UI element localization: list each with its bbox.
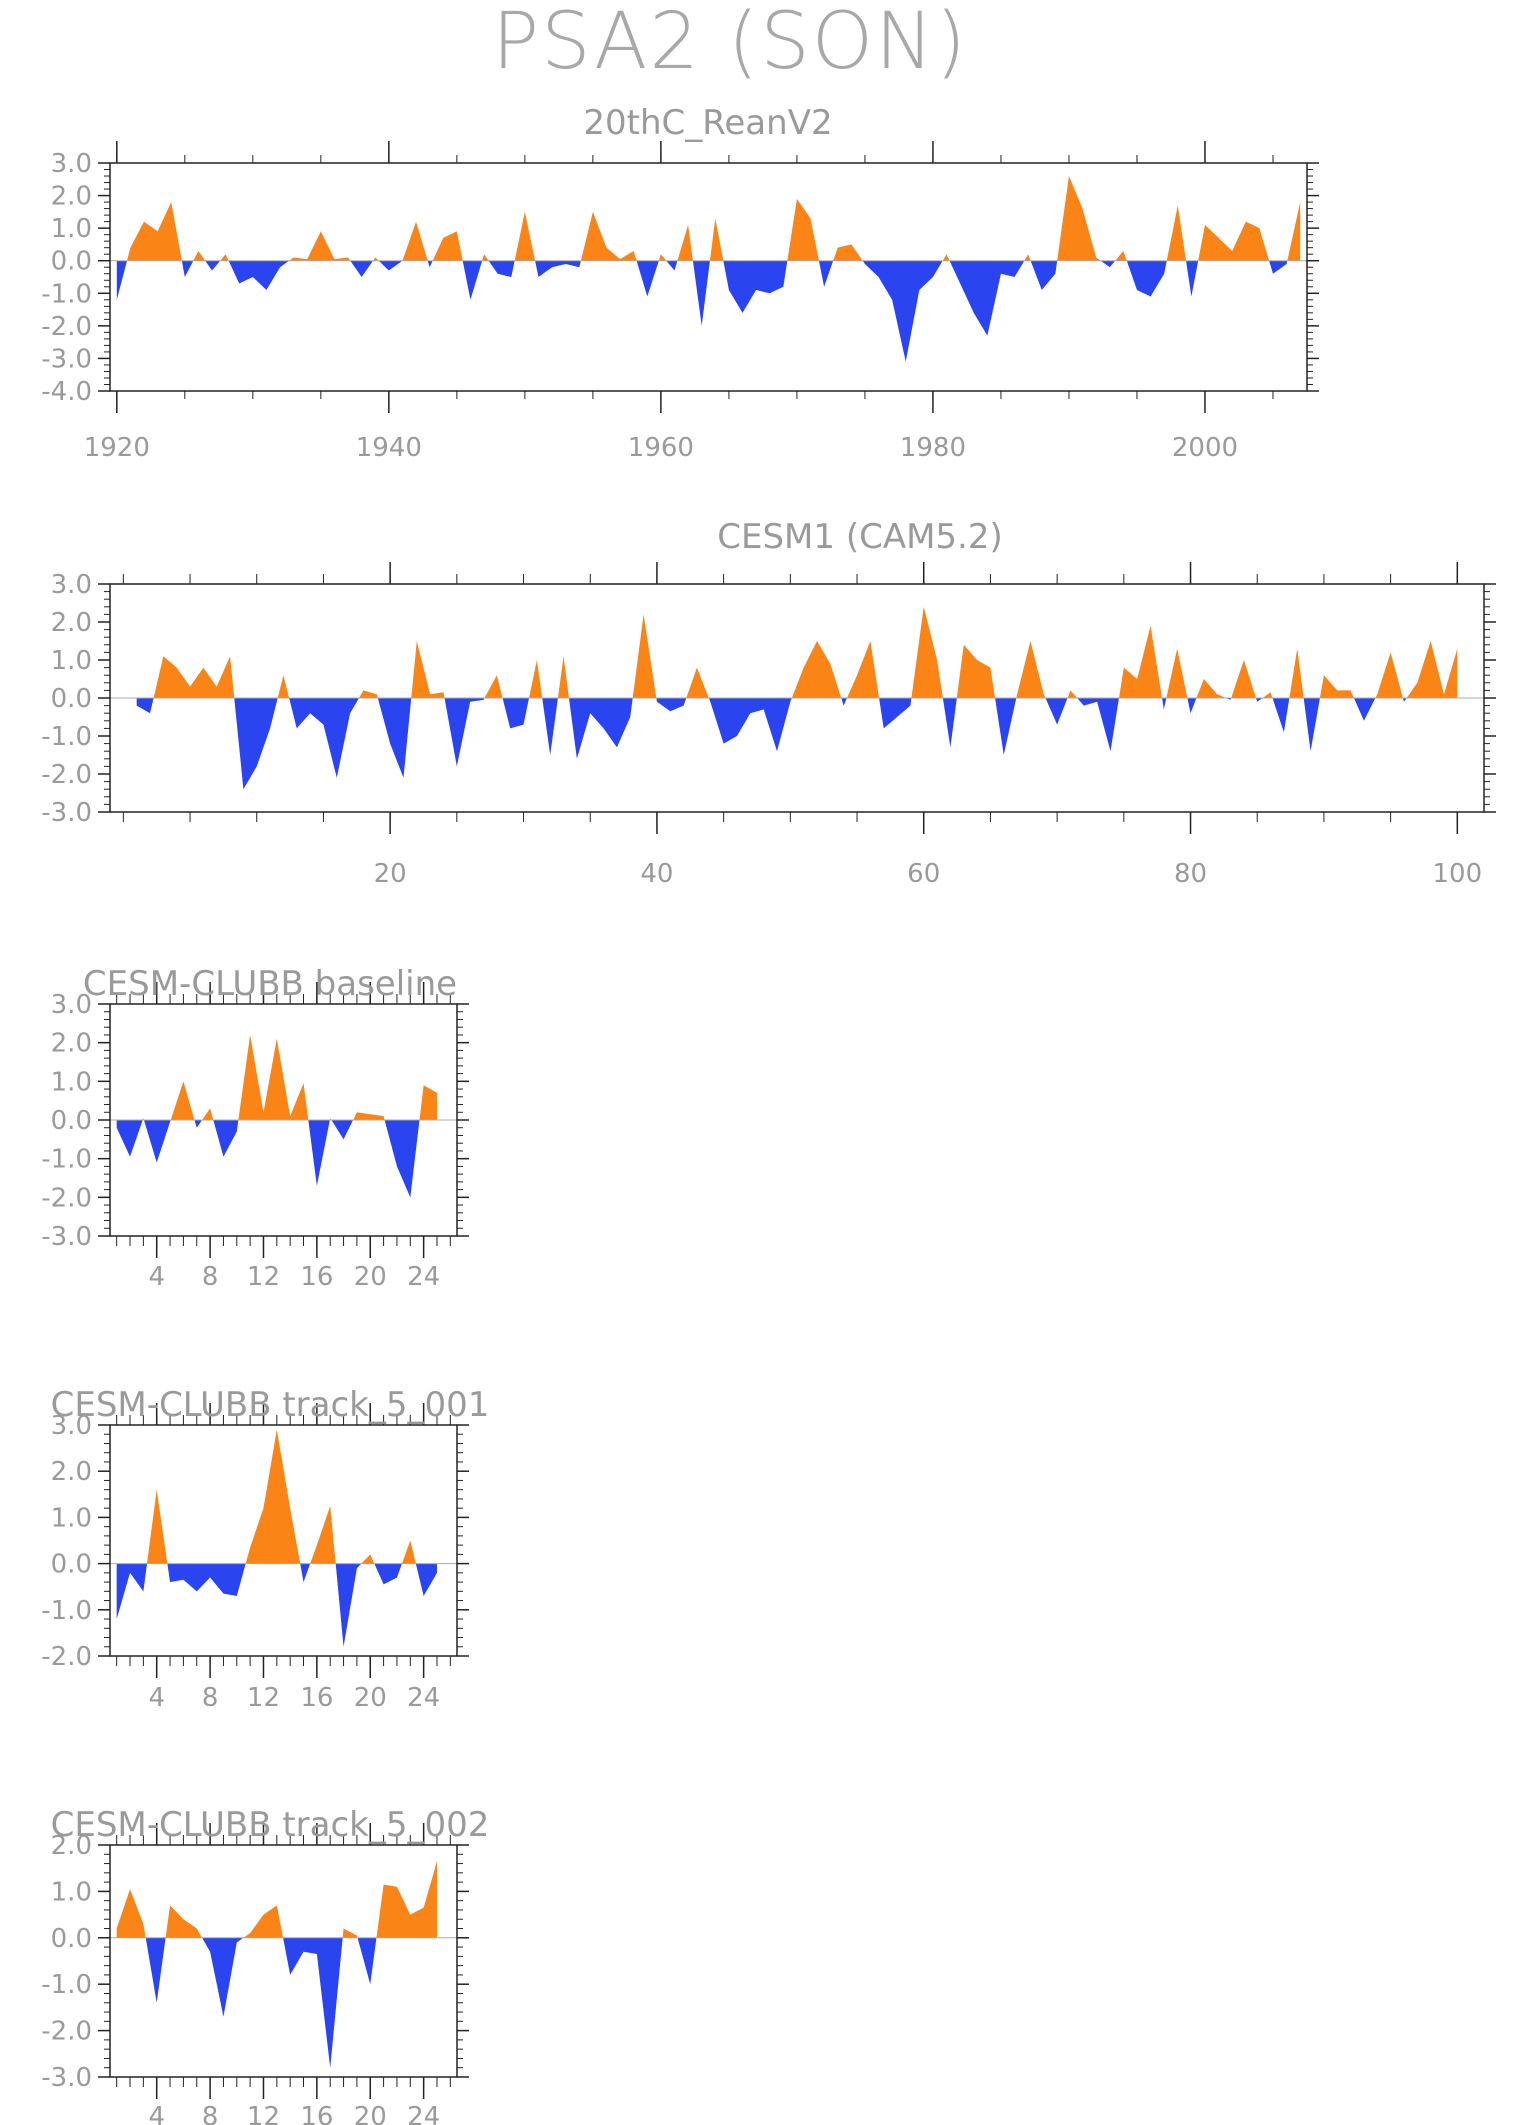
x-tick-label: 80 (1174, 859, 1207, 889)
x-tick-label: 4 (148, 1683, 165, 1713)
x-tick-label: 16 (300, 1262, 333, 1292)
y-tick-label: 2.0 (51, 608, 92, 638)
y-tick-label: -3.0 (41, 798, 92, 828)
y-tick-label: -1.0 (41, 1145, 92, 1175)
y-tick-label: -2.0 (41, 2017, 92, 2047)
x-tick-label: 12 (247, 1683, 280, 1713)
y-tick-label: 2.0 (51, 182, 92, 212)
panel-title: 20thC_ReanV2 (583, 103, 832, 143)
y-tick-label: 3.0 (51, 570, 92, 600)
plot-frame (109, 162, 1308, 392)
x-tick-label: 40 (640, 859, 673, 889)
y-tick-label: 1.0 (51, 214, 92, 244)
panel-title: CESM-CLUBB track_5_002 (51, 1805, 490, 1845)
plot-frame (109, 1844, 458, 2078)
panel-title: CESM1 (CAM5.2) (717, 517, 1003, 557)
y-tick-label: 3.0 (51, 149, 92, 179)
x-tick-label: 4 (148, 1262, 165, 1292)
y-tick-label: -1.0 (41, 1970, 92, 2000)
x-tick-label: 12 (247, 1262, 280, 1292)
negative-anomaly-area (116, 1120, 420, 1198)
panel-5: 2.0 1.0 0.0 -1.0 -2.0 -3.0 4 8 12 16 20 24 CESM-CLUB… (41, 1805, 489, 2125)
x-tick-label: 2000 (1172, 433, 1238, 463)
negative-anomaly-area (136, 698, 1407, 790)
y-tick-label: 3.0 (51, 990, 92, 1020)
y-tick-label: 1.0 (51, 646, 92, 676)
x-tick-label: 1940 (356, 433, 422, 463)
x-tick-label: 20 (374, 859, 407, 889)
x-tick-label: 16 (300, 2102, 333, 2125)
y-tick-label: 1.0 (51, 1503, 92, 1533)
x-tick-label: 100 (1433, 859, 1483, 889)
x-tick-label: 16 (300, 1683, 333, 1713)
y-tick-label: 2.0 (51, 1831, 92, 1861)
y-tick-label: -2.0 (41, 312, 92, 342)
x-tick-label: 24 (407, 2102, 440, 2125)
y-tick-label: -4.0 (41, 377, 92, 407)
panel-title: CESM-CLUBB track_5_001 (51, 1385, 490, 1425)
y-tick-label: -2.0 (41, 1642, 92, 1672)
x-tick-label: 24 (407, 1262, 440, 1292)
positive-anomaly-area (142, 1034, 437, 1120)
x-tick-label: 1980 (900, 433, 966, 463)
y-tick-label: -1.0 (41, 722, 92, 752)
x-tick-label: 20 (354, 1262, 387, 1292)
y-tick-label: -2.0 (41, 760, 92, 790)
panel-4: 3.0 2.0 1.0 0.0 -1.0 -2.0 4 8 12 16 20 24 CESM-CLUBB… (41, 1385, 489, 1713)
y-tick-label: 1.0 (51, 1877, 92, 1907)
panel-1: 3.02.01.00.0-1.0-2.0-3.0-4.0 1920 1940 1960… (41, 103, 1319, 463)
panel-title: CESM-CLUBB baseline (83, 964, 457, 1004)
positive-anomaly-area (153, 606, 1458, 698)
positive-anomaly-area (116, 1861, 437, 1938)
x-tick-label: 24 (407, 1683, 440, 1713)
y-tick-label: 0.0 (51, 684, 92, 714)
y-tick-label: 0.0 (51, 1106, 92, 1136)
y-tick-label: 0.0 (51, 1550, 92, 1580)
x-tick-label: 20 (354, 1683, 387, 1713)
negative-anomaly-area (116, 1563, 437, 1647)
x-tick-label: 20 (354, 2102, 387, 2125)
x-tick-label: 4 (148, 2102, 165, 2125)
negative-anomaly-area (145, 1937, 377, 2068)
y-tick-label: 2.0 (51, 1029, 92, 1059)
x-tick-label: 12 (247, 2102, 280, 2125)
x-tick-label: 1960 (628, 433, 694, 463)
y-tick-label: 2.0 (51, 1457, 92, 1487)
y-tick-label: -1.0 (41, 1596, 92, 1626)
main-title: PSA2 (SON) (492, 0, 968, 87)
y-tick-label: -2.0 (41, 1183, 92, 1213)
x-tick-label: 8 (202, 1683, 219, 1713)
negative-anomaly-area (116, 260, 1288, 362)
y-tick-label: -3.0 (41, 1222, 92, 1252)
x-tick-label: 8 (202, 1262, 219, 1292)
panel-3: 3.0 2.0 1.0 0.0 -1.0 -2.0 -3.0 4 8 12 16 20 24 CESM-C… (41, 964, 469, 1292)
x-tick-label: 8 (202, 2102, 219, 2125)
y-tick-label: 0.0 (51, 247, 92, 277)
y-tick-label: -1.0 (41, 279, 92, 309)
y-tick-label: -3.0 (41, 2063, 92, 2093)
x-tick-label: 1920 (84, 433, 150, 463)
plot-frame (109, 1424, 458, 1657)
x-tick-label: 60 (907, 859, 940, 889)
y-tick-label: 1.0 (51, 1067, 92, 1097)
positive-anomaly-area (147, 1429, 416, 1564)
y-tick-label: 0.0 (51, 1924, 92, 1954)
y-tick-label: 3.0 (51, 1411, 92, 1441)
positive-anomaly-area (127, 176, 1301, 261)
y-tick-label: -3.0 (41, 344, 92, 374)
panel-2: 3.0 2.0 1.0 0.0 -1.0 -2.0 -3.0 20 40 60 80 100 CESM1… (41, 517, 1496, 889)
